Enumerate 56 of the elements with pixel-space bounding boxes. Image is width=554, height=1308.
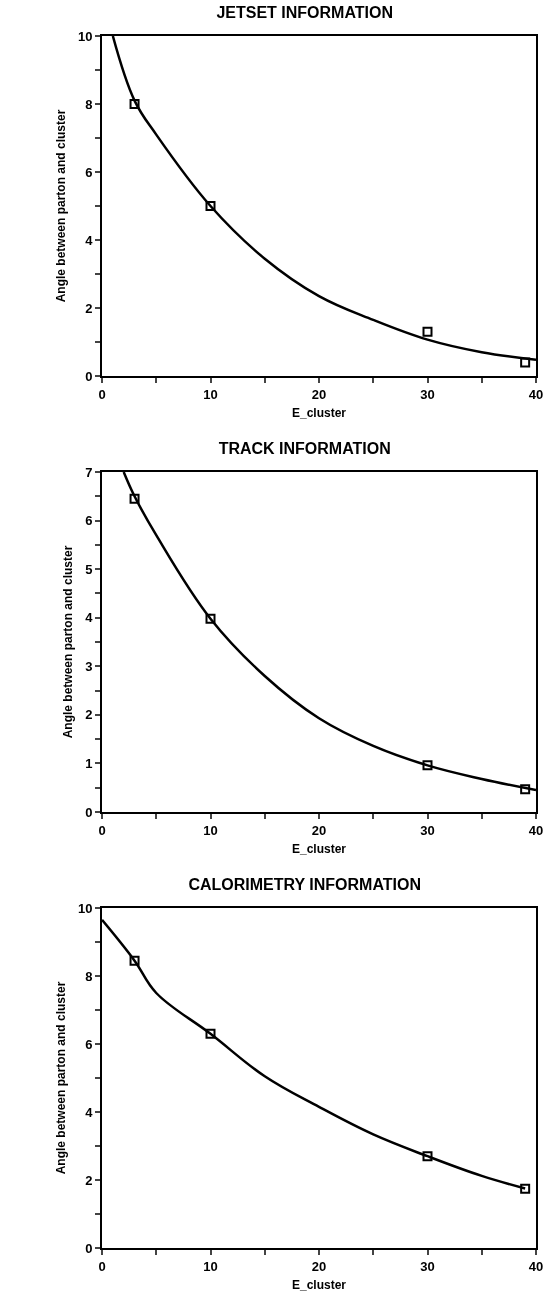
x-tick-label: 20 bbox=[311, 386, 327, 402]
y-tick-label: 8 bbox=[85, 96, 93, 112]
y-tick-label: 4 bbox=[85, 610, 94, 626]
x-tick-label: 0 bbox=[98, 822, 106, 838]
point bbox=[520, 1183, 531, 1194]
y-tick-label: 0 bbox=[85, 804, 93, 820]
x-axis-title: E_cluster bbox=[291, 842, 347, 856]
point bbox=[422, 1151, 433, 1162]
point bbox=[129, 955, 140, 966]
x-tick-label: 0 bbox=[98, 386, 106, 402]
x-tick-label: 20 bbox=[311, 822, 327, 838]
y-tick-label: 6 bbox=[85, 164, 93, 180]
point bbox=[205, 1028, 216, 1039]
x-tick-label: 40 bbox=[528, 386, 544, 402]
y-tick-label: 7 bbox=[85, 464, 93, 480]
point bbox=[422, 760, 433, 771]
y-tick-label: 1 bbox=[85, 755, 93, 771]
point bbox=[129, 493, 140, 504]
y-tick-label: 2 bbox=[85, 300, 93, 316]
x-tick-label: 10 bbox=[203, 822, 218, 838]
y-axis-title: Angle between parton and cluster bbox=[53, 109, 68, 303]
x-tick-label: 10 bbox=[203, 1258, 218, 1274]
point bbox=[205, 613, 216, 624]
x-tick-label: 30 bbox=[420, 822, 435, 838]
y-tick-label: 8 bbox=[85, 968, 93, 984]
x-tick-label: 20 bbox=[311, 1258, 327, 1274]
x-axis-title: E_cluster bbox=[291, 1278, 347, 1292]
point bbox=[129, 99, 140, 109]
point bbox=[520, 784, 531, 795]
x-tick-label: 40 bbox=[528, 1258, 544, 1274]
x-tick-label: 0 bbox=[98, 1258, 106, 1274]
chart-title: CALORIMETRY INFORMATION bbox=[188, 875, 421, 893]
chart-title: JETSET INFORMATION bbox=[216, 3, 393, 21]
y-tick-label: 4 bbox=[85, 1104, 94, 1120]
y-tick-label: 5 bbox=[85, 561, 93, 577]
x-tick-label: 10 bbox=[203, 386, 218, 402]
x-tick-label: 40 bbox=[528, 822, 544, 838]
y-tick-label: 4 bbox=[85, 232, 94, 248]
chart-title: TRACK INFORMATION bbox=[218, 439, 391, 457]
y-tick-label: 2 bbox=[85, 707, 93, 723]
y-tick-label: 6 bbox=[85, 513, 93, 529]
y-tick-label: 10 bbox=[77, 900, 93, 916]
point bbox=[205, 201, 216, 211]
y-tick-label: 10 bbox=[77, 28, 93, 44]
x-tick-label: 30 bbox=[420, 386, 435, 402]
y-tick-label: 0 bbox=[85, 368, 93, 384]
point bbox=[520, 357, 531, 368]
y-tick-label: 2 bbox=[85, 1172, 93, 1188]
y-tick-label: 3 bbox=[85, 658, 93, 674]
x-tick-label: 30 bbox=[420, 1258, 435, 1274]
point bbox=[422, 326, 433, 337]
x-axis-title: E_cluster bbox=[291, 406, 347, 420]
y-tick-label: 0 bbox=[85, 1240, 93, 1256]
y-axis-title: Angle between parton and cluster bbox=[60, 545, 75, 739]
y-axis-title: Angle between parton and cluster bbox=[53, 981, 68, 1175]
y-tick-label: 6 bbox=[85, 1036, 93, 1052]
